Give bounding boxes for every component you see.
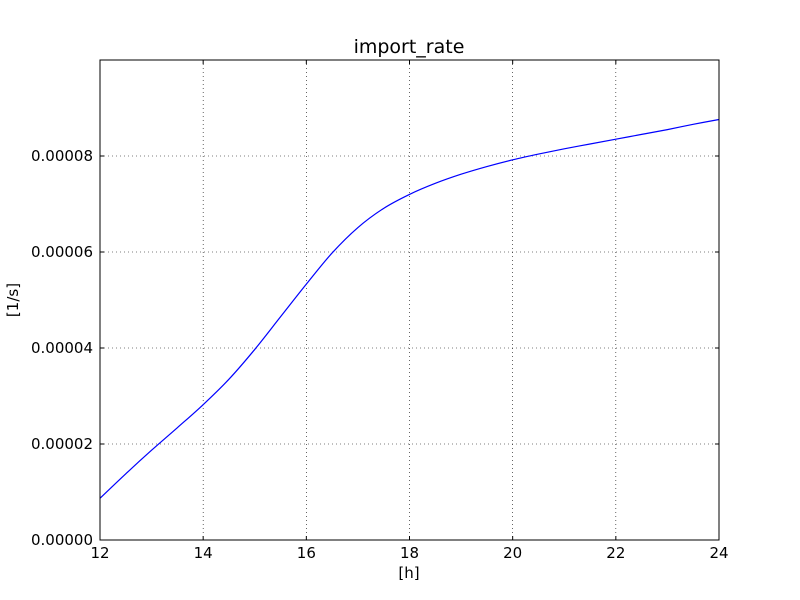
y-axis-label: [1/s]	[4, 283, 22, 317]
x-tick-label: 22	[606, 544, 625, 562]
chart-title: import_rate	[354, 36, 465, 58]
grid	[100, 60, 719, 540]
x-tick-label: 18	[400, 544, 419, 562]
x-axis-label: [h]	[398, 564, 419, 582]
x-tick-label: 12	[90, 544, 109, 562]
y-tick-label: 0.00000	[31, 531, 93, 549]
tick-labels: 12 14 16 18 20 22 24 0.00000 0.00002 0.00004 0.000…	[31, 147, 729, 562]
x-tick-label: 14	[194, 544, 213, 562]
x-tick-label: 20	[503, 544, 522, 562]
y-tick-label: 0.00002	[31, 435, 93, 453]
x-tick-label: 16	[297, 544, 316, 562]
ticks	[99, 60, 720, 541]
line-layer	[99, 118, 720, 499]
y-tick-label: 0.00006	[31, 243, 93, 261]
y-tick-label: 0.00008	[31, 147, 93, 165]
y-tick-label: 0.00004	[31, 339, 93, 357]
x-tick-label: 24	[709, 544, 728, 562]
series-line	[99, 118, 720, 499]
